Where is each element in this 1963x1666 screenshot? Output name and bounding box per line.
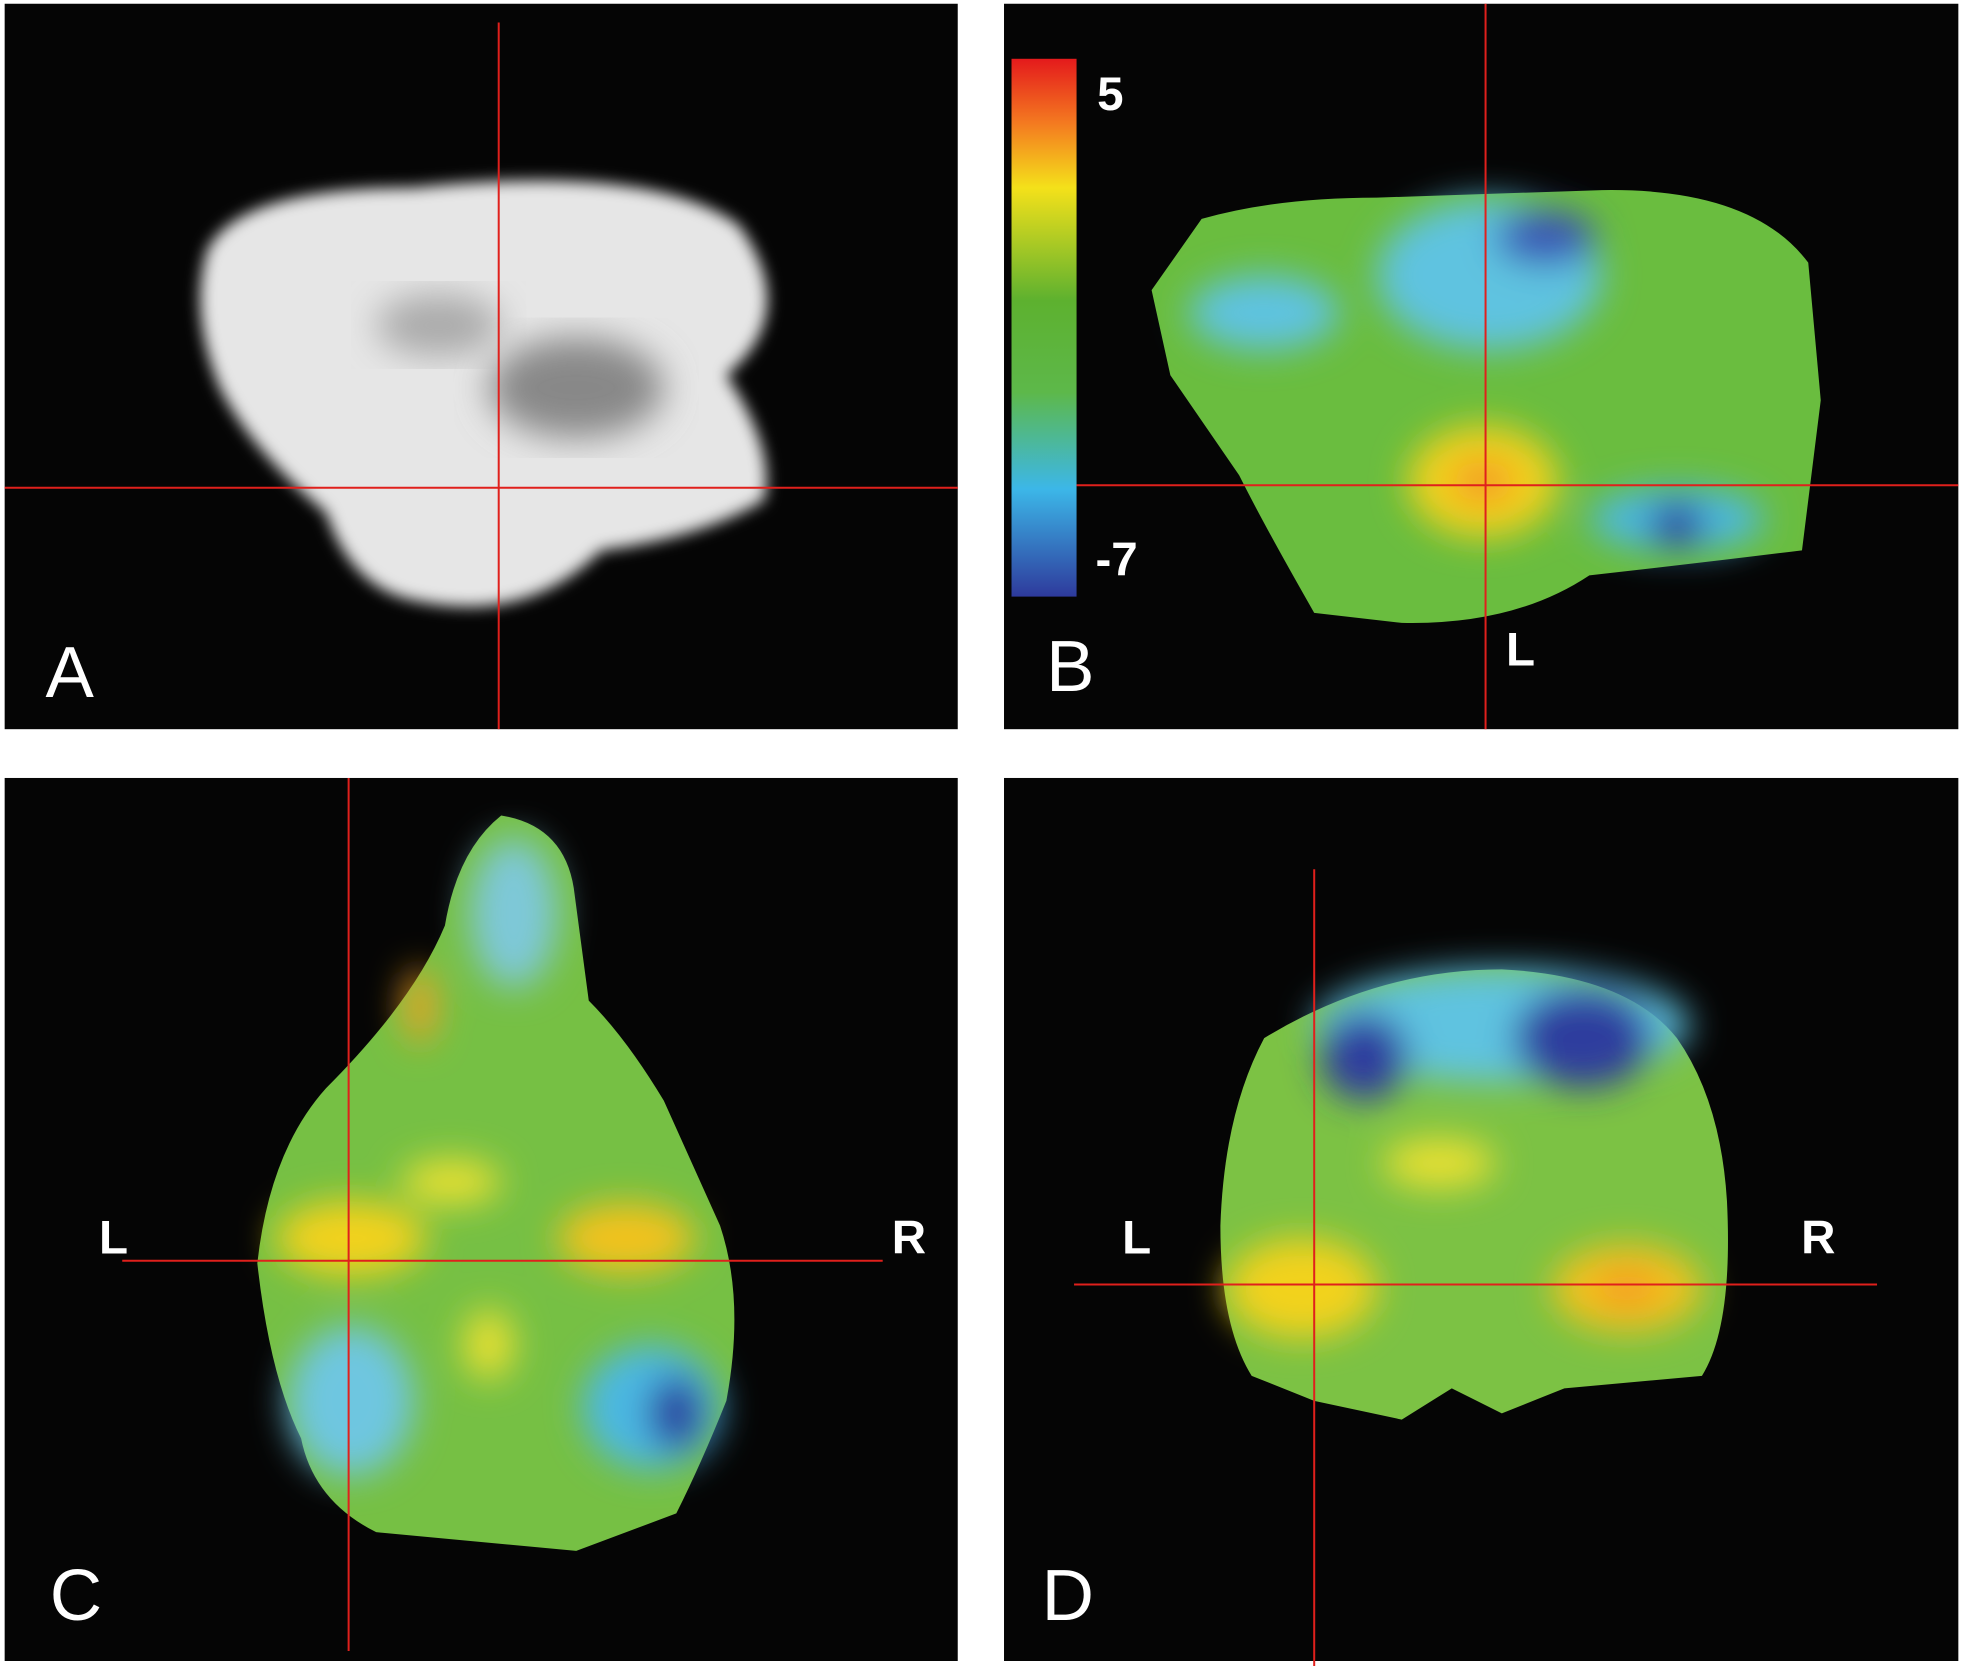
blob xyxy=(288,1325,414,1476)
activation-map xyxy=(1189,200,1765,551)
orientation-label: R xyxy=(892,1211,926,1264)
orientation-label: L xyxy=(99,1211,128,1264)
activation-map xyxy=(276,838,721,1476)
brain-shade xyxy=(488,337,664,438)
activation-map xyxy=(1226,969,1702,1339)
colorbar-max: 5 xyxy=(1097,68,1123,121)
blob xyxy=(1595,1269,1659,1308)
blob xyxy=(463,1309,514,1380)
blob xyxy=(1382,1138,1496,1189)
panel-label: D xyxy=(1042,1555,1094,1636)
blob xyxy=(469,838,558,989)
brain-grayscale xyxy=(200,180,768,607)
brain-shade xyxy=(376,293,502,357)
blob xyxy=(1226,1238,1377,1339)
blob xyxy=(276,1200,427,1276)
blob xyxy=(1495,210,1596,266)
panel-label: B xyxy=(1046,626,1094,707)
blob xyxy=(648,1375,704,1451)
blob xyxy=(1189,275,1340,351)
blob xyxy=(1451,459,1515,505)
blob xyxy=(1514,988,1652,1089)
blob xyxy=(404,969,435,1045)
blob xyxy=(1320,1013,1409,1101)
colorbar-min: -7 xyxy=(1095,533,1137,586)
blob xyxy=(1649,502,1705,548)
panel-label: A xyxy=(46,632,95,713)
blob xyxy=(401,1159,502,1205)
orientation-label: L xyxy=(1122,1211,1151,1264)
blob xyxy=(557,1203,696,1274)
colorbar xyxy=(1011,58,1077,597)
panel-label: C xyxy=(50,1555,102,1636)
orientation-label: L xyxy=(1506,623,1535,676)
orientation-label: R xyxy=(1801,1211,1835,1264)
